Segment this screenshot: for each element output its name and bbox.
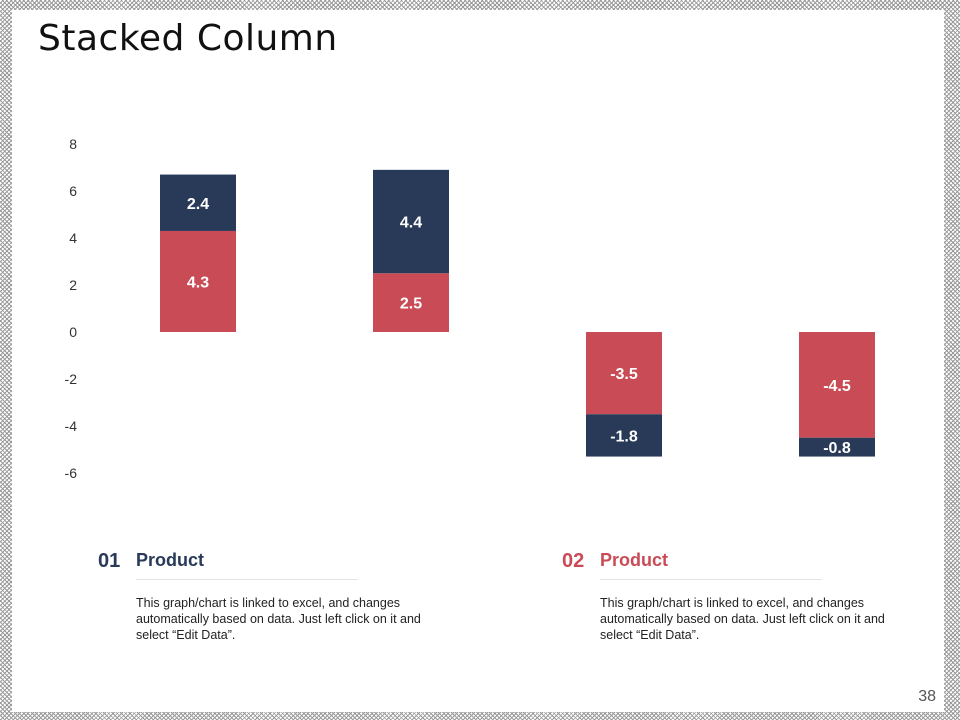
block-text: This graph/chart is linked to excel, and… xyxy=(600,596,885,642)
bar-segment-series-1 xyxy=(373,273,449,332)
y-tick-label: 6 xyxy=(69,183,77,199)
bar-segment-series-2 xyxy=(160,174,236,231)
data-label: 4.4 xyxy=(400,215,422,232)
block-divider xyxy=(136,579,358,580)
y-tick-label: -6 xyxy=(65,465,78,481)
slide-title: Stacked Column xyxy=(38,18,338,59)
bar-segment-series-2 xyxy=(799,437,875,457)
bar-segment-series-1 xyxy=(799,332,875,438)
data-label: 2.4 xyxy=(187,196,209,213)
y-tick-label: 8 xyxy=(69,136,77,152)
data-label: 4.3 xyxy=(187,274,209,291)
block-divider xyxy=(600,579,822,580)
page-number: 38 xyxy=(918,688,936,705)
stacked-column-chart: 8 6 4 2 0 -2 -4 -6 4.3 2.4 2.5 4.4 -3.5 -1.8 -4.5 -0.8 xyxy=(65,136,875,481)
data-label: -3.5 xyxy=(610,366,638,383)
y-tick-label: 0 xyxy=(69,324,77,340)
block-heading: Product xyxy=(136,550,205,570)
data-label: -1.8 xyxy=(610,428,638,445)
block-number: 01 xyxy=(98,550,121,572)
bar-segment-series-2 xyxy=(373,169,449,274)
bar-segment-series-1 xyxy=(586,332,662,415)
block-heading: Product xyxy=(600,550,669,570)
y-tick-label: -4 xyxy=(65,418,78,434)
block-number: 02 xyxy=(562,550,585,572)
y-tick-label: 2 xyxy=(69,277,77,293)
data-label: -0.8 xyxy=(823,440,851,457)
block-text: This graph/chart is linked to excel, and… xyxy=(136,596,421,642)
bar-segment-series-1 xyxy=(160,230,236,332)
y-tick-label: -2 xyxy=(65,371,78,387)
data-label: 2.5 xyxy=(400,296,422,313)
slide: Stacked Column 8 6 4 2 0 -2 -4 -6 4.3 2.4 2.5 4.4 -3… xyxy=(12,10,944,712)
y-tick-label: 4 xyxy=(69,230,77,246)
data-label: -4.5 xyxy=(823,378,851,395)
bar-segment-series-2 xyxy=(586,414,662,457)
